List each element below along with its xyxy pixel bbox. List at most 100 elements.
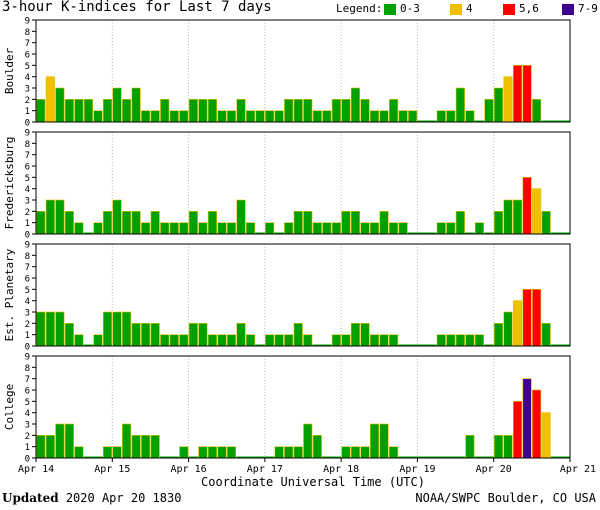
k-index-bar [112, 87, 122, 123]
k-index-bar [398, 456, 408, 458]
k-index-bar [408, 110, 418, 123]
panel-frame [35, 355, 571, 459]
k-index-bar [532, 99, 542, 123]
k-index-bar [245, 110, 256, 123]
k-index-bar [436, 110, 446, 123]
k-index-bar [341, 334, 351, 347]
k-index-bar [226, 446, 237, 459]
k-index-bar [426, 120, 437, 122]
panel-label-boulder: Boulder [3, 47, 16, 94]
k-index-bar [150, 110, 160, 123]
panel-label-college: College [3, 384, 16, 430]
k-index-bar [436, 222, 446, 235]
k-index-bar [369, 423, 380, 459]
y-tick-label: 9 [25, 241, 30, 251]
k-index-bar [331, 456, 342, 458]
k-index-bar [217, 222, 227, 235]
y-tick-label: 6 [25, 275, 30, 285]
k-index-bar [45, 76, 55, 123]
x-tick-label: Apr 14 [18, 464, 54, 475]
y-tick-label: 6 [25, 387, 30, 397]
k-index-bar [550, 232, 561, 234]
k-index-bar [322, 344, 332, 346]
k-index-bar [236, 456, 246, 458]
k-index-bar [360, 99, 370, 123]
k-index-bar [131, 323, 141, 347]
x-tick-label: Apr 20 [476, 464, 512, 475]
k-index-bar [45, 311, 55, 347]
k-index-bar [350, 323, 361, 347]
y-tick-label: 0 [25, 119, 30, 129]
k-index-bar [131, 211, 141, 235]
k-index-bar [417, 344, 427, 346]
y-tick-label: 5 [25, 62, 30, 72]
k-index-bar [74, 222, 84, 235]
k-index-bar [179, 334, 189, 347]
y-tick-label: 3 [25, 309, 30, 319]
y-tick-label: 8 [25, 28, 30, 38]
k-index-bar [389, 222, 399, 235]
panel-frame [35, 243, 571, 347]
k-index-bar [303, 211, 313, 235]
x-tick-label: Apr 16 [171, 464, 207, 475]
k-index-bar [379, 423, 389, 459]
panel-background [36, 356, 570, 458]
k-index-bar [198, 99, 208, 123]
k-index-bar [55, 311, 65, 347]
k-index-bar [284, 99, 294, 123]
y-tick-label: 2 [25, 432, 30, 442]
x-axis-label: Coordinate Universal Time (UTC) [201, 475, 425, 489]
k-index-bar [179, 110, 189, 123]
y-tick-label: 2 [25, 320, 30, 330]
k-index-bar [512, 300, 523, 347]
k-index-bar [274, 334, 284, 347]
k-index-bar [446, 456, 456, 458]
k-index-bar [560, 232, 570, 234]
k-index-bar [293, 211, 303, 235]
k-index-bar [226, 222, 237, 235]
k-index-bar [455, 211, 465, 235]
y-tick-label: 2 [25, 96, 30, 106]
y-tick-label: 5 [25, 286, 30, 296]
y-tick-label: 3 [25, 421, 30, 431]
k-index-bar [446, 110, 456, 123]
k-index-bar [455, 334, 465, 347]
k-index-bar [407, 344, 418, 346]
k-index-bar [446, 222, 456, 235]
y-tick-label: 0 [25, 343, 30, 353]
k-index-bar [341, 211, 351, 235]
k-index-bar [493, 87, 504, 123]
k-index-bar [550, 344, 561, 346]
k-index-bar [36, 435, 46, 459]
panel-label-est-planetary: Est. Planetary [3, 248, 16, 341]
k-index-bar [284, 222, 294, 235]
k-index-bar [64, 211, 74, 235]
k-index-bar [331, 99, 341, 123]
k-index-bar [360, 222, 370, 235]
legend-text-7-9: 7-9 [578, 2, 598, 15]
k-index-bar [93, 222, 103, 235]
k-index-bar [55, 199, 65, 235]
k-index-bar [550, 456, 561, 458]
k-index-bar [331, 334, 341, 347]
k-index-bar [541, 120, 551, 122]
k-index-bar [455, 87, 465, 123]
k-index-bar [512, 401, 523, 459]
k-index-bar [465, 334, 475, 347]
k-index-bar [198, 446, 208, 459]
k-index-bar [160, 99, 170, 123]
k-index-bar [93, 456, 103, 458]
y-tick-label: 4 [25, 297, 30, 307]
y-tick-label: 6 [25, 163, 30, 173]
k-index-bar [303, 334, 313, 347]
k-index-bar [484, 344, 494, 346]
k-index-bar [274, 446, 284, 459]
updated-value: 2020 Apr 20 1830 [65, 491, 182, 505]
k-index-bar [465, 110, 475, 123]
k-index-bar [560, 120, 570, 122]
y-tick-label: 2 [25, 208, 30, 218]
k-index-bar [360, 323, 370, 347]
k-index-bar [389, 334, 399, 347]
k-index-bar [131, 435, 141, 459]
k-index-bar [350, 211, 361, 235]
